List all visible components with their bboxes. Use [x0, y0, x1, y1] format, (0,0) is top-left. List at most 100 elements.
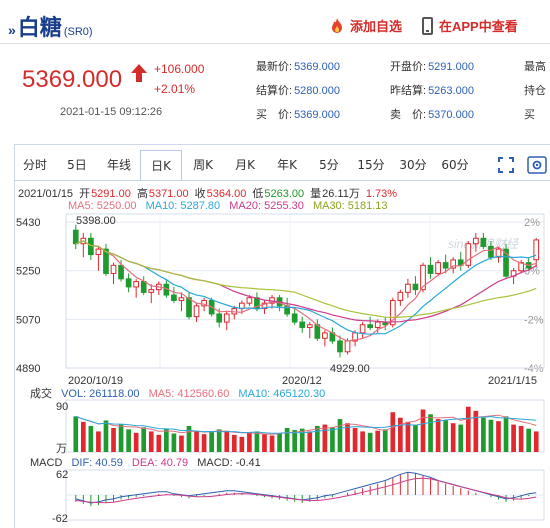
pct-tick-label: -4% — [524, 363, 544, 375]
volume-legend: 成交 VOL: 261118.00 MA5: 412560.60 MA10: 4… — [30, 385, 331, 401]
tab-intraday[interactable]: 分时 — [22, 158, 47, 172]
ma10-line — [75, 240, 537, 335]
volume-bar — [428, 414, 433, 452]
quote-field-open: 开盘价: 5291.000 — [390, 61, 474, 73]
volume-bar — [526, 428, 532, 452]
volume-bar — [141, 427, 147, 452]
candle-body — [488, 245, 494, 258]
volume-bar — [322, 424, 328, 452]
candle-body — [88, 237, 94, 256]
tab-60min[interactable]: 60分 — [441, 158, 469, 172]
macd-tick-label: -62 — [52, 513, 68, 525]
tab-15min[interactable]: 15分 — [357, 158, 385, 172]
macd-tick-label: 62 — [56, 469, 68, 481]
quote-field-latest: 最新价: 5369.000 — [256, 61, 340, 73]
macd-value: MACD: -0.41 — [197, 457, 261, 469]
title-prefix-icon: » — [8, 22, 16, 38]
volume-bar — [398, 417, 403, 452]
volume-bar — [148, 431, 154, 452]
volume-bar — [503, 416, 509, 452]
volume-bar — [80, 421, 86, 452]
flame-icon — [332, 17, 342, 33]
volume-bar — [488, 419, 494, 452]
x-tick-label: 2021/1/15 — [488, 375, 537, 387]
candle-body — [186, 297, 192, 318]
vol-label: 量 — [310, 188, 322, 200]
latest-price: 5369.000 — [22, 66, 123, 93]
view-in-app-button[interactable]: 在APP中查看 — [422, 16, 518, 35]
tab-year-line[interactable]: 年线 — [106, 158, 131, 172]
phone-icon — [422, 16, 433, 35]
contract-code: (SR0) — [63, 26, 93, 38]
quote-field-open-interest: 持仓 — [524, 85, 546, 97]
settings-icon[interactable] — [526, 155, 548, 175]
volume-ma10: MA10: 465120.30 — [238, 388, 326, 400]
ma5-label: MA5: 5250.00 — [68, 200, 137, 212]
candle-body — [359, 324, 366, 334]
volume-ma10-line — [75, 415, 537, 434]
candle-body — [405, 283, 411, 293]
volume-bar — [284, 428, 290, 452]
kline-volume: 26.11万 — [322, 188, 360, 200]
open-label: 开 — [79, 188, 91, 200]
volume-bar — [435, 419, 441, 452]
volume-bar — [473, 410, 479, 452]
candle-body — [367, 324, 374, 328]
fullscreen-icon[interactable] — [498, 157, 514, 173]
ma30-line — [75, 240, 537, 319]
view-in-app-label: 在APP中查看 — [439, 19, 518, 34]
tab-monthly-k[interactable]: 月K — [235, 158, 255, 172]
quote-field-bid: 买 价: 5369.000 — [256, 109, 340, 121]
add-favorite-button[interactable]: 添加自选 — [328, 16, 402, 35]
tab-5day[interactable]: 5日 — [67, 158, 87, 172]
volume-bar — [360, 431, 365, 452]
volume-bar — [118, 424, 124, 452]
tab-daily-k[interactable]: 日K — [140, 150, 182, 181]
candle-body — [503, 248, 509, 277]
max-price-label: 5398.00 — [76, 215, 116, 227]
tab-5min[interactable]: 5分 — [319, 158, 339, 172]
quote-field-bid-vol: 买 — [524, 109, 535, 121]
volume-bar — [450, 423, 456, 452]
candle-body — [397, 291, 404, 301]
candle-body — [193, 305, 200, 318]
candle-body — [374, 321, 381, 328]
volume-bar — [375, 430, 381, 452]
candle-body — [389, 299, 396, 326]
candle-body — [201, 299, 207, 307]
candle-body — [125, 278, 132, 288]
volume-bar — [133, 432, 139, 452]
kline-info: 2021/01/15 开5291.00 高5371.00 收5364.00 低5263.… — [18, 185, 403, 201]
candle-body — [450, 259, 457, 269]
candle-body — [306, 324, 313, 328]
quote-field-ask: 卖 价: 5370.000 — [390, 109, 474, 121]
add-favorite-label: 添加自选 — [350, 19, 403, 34]
volume-bar — [345, 423, 350, 452]
page-title: 白糖 — [17, 16, 62, 41]
candle-body — [533, 239, 540, 261]
candle-body — [442, 262, 449, 269]
volume-bar — [511, 424, 516, 452]
candle-body — [171, 294, 177, 301]
macd-dif-line — [75, 471, 537, 504]
quote-field-prev-settle: 昨结算: 5263.000 — [390, 85, 474, 97]
macd-dea: DEA: 40.79 — [131, 457, 189, 469]
y-tick-label: 5430 — [16, 217, 40, 229]
ma30-label: MA30: 5181.13 — [312, 200, 388, 212]
tab-30min[interactable]: 30分 — [399, 158, 427, 172]
candle-body — [223, 313, 230, 323]
candle-body — [480, 237, 487, 247]
candle-body — [140, 281, 147, 293]
candle-body — [472, 237, 479, 245]
period-tabbar: 分时 5日 年线 日K 周K 月K 年K 5分 15分 30分 60分 — [14, 150, 550, 181]
tab-yearly-k[interactable]: 年K — [277, 158, 297, 172]
candle-body — [435, 262, 441, 274]
high-label: 高 — [136, 188, 148, 200]
tab-weekly-k[interactable]: 周K — [193, 158, 213, 172]
volume-bar — [88, 425, 94, 452]
volume-bar — [269, 435, 275, 452]
candle-body — [246, 297, 253, 304]
volume-bar — [209, 432, 214, 452]
pct-tick-label: -2% — [524, 314, 544, 326]
